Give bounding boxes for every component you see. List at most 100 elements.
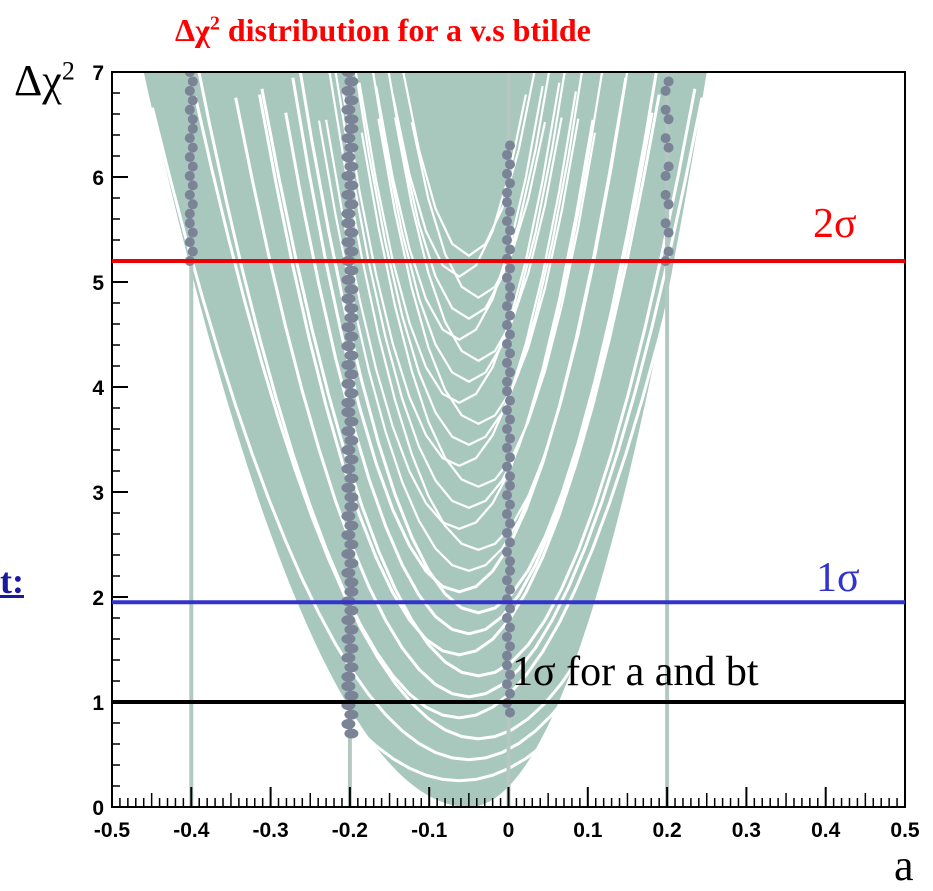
band-streak — [258, 94, 661, 657]
data-point — [660, 104, 671, 115]
data-point — [184, 104, 195, 115]
data-point — [344, 624, 359, 635]
data-point — [660, 170, 671, 181]
data-point — [663, 114, 674, 125]
data-point — [505, 622, 515, 633]
x-tick-label: -0.1 — [411, 819, 448, 842]
y-tick-label: 1 — [92, 692, 104, 715]
data-point — [341, 615, 356, 626]
data-point — [344, 76, 359, 87]
band-streak — [387, 72, 551, 321]
y-tick-label: 5 — [92, 272, 104, 295]
data-point — [663, 76, 674, 87]
data-point — [502, 149, 512, 160]
data-point — [341, 671, 356, 682]
data-point — [341, 152, 356, 163]
y-tick-label: 6 — [92, 167, 104, 190]
data-point — [341, 445, 356, 455]
x-tick-label: 0.5 — [890, 819, 920, 842]
data-point — [344, 605, 359, 616]
data-point — [505, 206, 515, 217]
data-point — [341, 133, 356, 144]
data-point — [502, 660, 512, 671]
data-point — [341, 634, 356, 644]
y-axis-label: Δχ2 — [14, 56, 75, 105]
data-point — [502, 301, 512, 312]
band-streak — [328, 72, 629, 551]
data-point — [344, 350, 359, 361]
data-point — [341, 397, 356, 408]
band-streak — [124, 224, 794, 783]
data-point — [187, 161, 198, 172]
band-streak — [377, 118, 580, 426]
data-point — [505, 178, 515, 189]
band-streak — [402, 72, 536, 258]
data-point — [502, 613, 512, 623]
data-point — [505, 244, 515, 255]
data-point — [505, 140, 515, 151]
data-point — [344, 539, 359, 550]
data-point — [505, 669, 515, 680]
band-streak — [341, 91, 577, 468]
data-point — [184, 72, 195, 77]
data-point — [344, 558, 359, 569]
clipped-edge-text: t: — [0, 561, 24, 601]
x-axis-label: a — [894, 841, 914, 890]
data-point — [502, 424, 512, 434]
data-point — [184, 152, 195, 163]
data-point — [344, 303, 359, 314]
data-point — [663, 199, 674, 210]
data-point — [505, 414, 515, 425]
data-point — [505, 329, 515, 340]
data-point — [502, 216, 512, 227]
data-point — [187, 95, 198, 106]
data-point — [505, 263, 515, 274]
data-point — [663, 161, 674, 172]
data-point — [505, 367, 515, 378]
data-point — [187, 227, 198, 238]
y-tick-label: 4 — [92, 377, 104, 400]
data-point — [341, 274, 356, 285]
data-point — [505, 565, 515, 576]
x-tick-label: -0.2 — [332, 819, 368, 842]
x-tick-label: 0 — [503, 819, 515, 842]
data-point — [505, 537, 515, 548]
data-point — [505, 556, 515, 567]
data-point — [502, 575, 512, 586]
band-streak — [410, 121, 547, 300]
data-point — [505, 348, 515, 359]
data-point — [341, 341, 356, 352]
data-point — [341, 407, 356, 418]
y-tick-label: 7 — [92, 62, 104, 85]
band-streak — [334, 72, 604, 509]
data-point — [663, 227, 674, 238]
two-sigma-label: 2σ — [813, 201, 857, 247]
data-point — [184, 189, 195, 200]
data-point — [341, 170, 356, 181]
data-point — [344, 265, 359, 276]
data-point — [344, 199, 359, 210]
data-point — [187, 114, 198, 125]
data-point — [344, 161, 359, 172]
data-point — [505, 452, 515, 463]
data-point — [344, 180, 359, 191]
data-point — [505, 291, 515, 302]
data-point — [502, 527, 512, 538]
data-point — [502, 442, 512, 453]
y-tick-label: 3 — [92, 482, 104, 505]
data-point — [344, 454, 359, 465]
data-point — [187, 142, 198, 153]
data-point — [660, 218, 671, 229]
data-point — [187, 180, 198, 191]
data-point — [663, 246, 674, 257]
data-point — [344, 577, 359, 588]
data-point — [502, 197, 512, 208]
data-point — [502, 376, 512, 387]
chart-title: Δχ2 distribution for a v.s btilde — [175, 12, 591, 48]
data-point — [505, 159, 515, 170]
data-point — [344, 416, 359, 427]
data-point — [344, 388, 359, 399]
data-point — [344, 123, 359, 134]
data-point — [344, 114, 359, 125]
